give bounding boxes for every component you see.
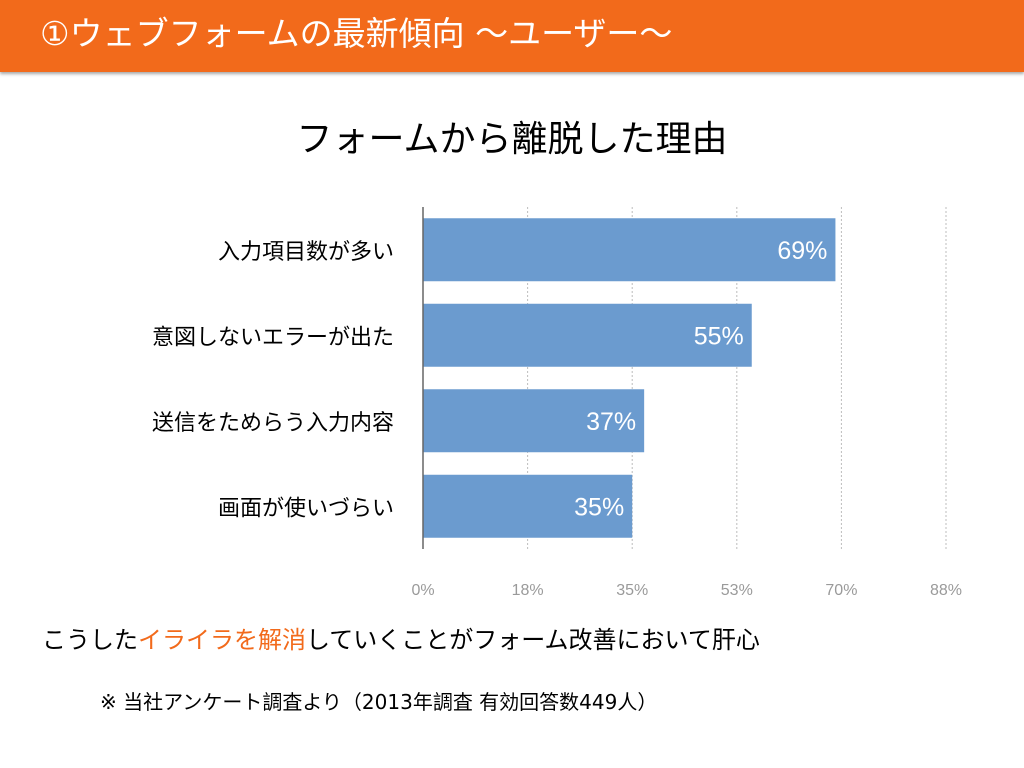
category-label: 意図しないエラーが出た xyxy=(152,325,394,350)
slide-title: ①ウェブフォームの最新傾向 ～ユーザー～ xyxy=(40,14,673,53)
data-label: 55% xyxy=(694,322,744,350)
x-tick-label: 70% xyxy=(825,582,857,599)
x-tick-label: 88% xyxy=(930,582,962,599)
data-label: 69% xyxy=(777,237,827,265)
bar xyxy=(423,474,633,538)
category-label: 画面が使いづらい xyxy=(218,496,394,521)
x-tick-label: 53% xyxy=(721,582,753,599)
footer-statement: こうしたイライラを解消していくことがフォーム改善において肝心 xyxy=(42,622,760,658)
x-tick-label: 18% xyxy=(512,582,544,599)
survey-note: ※ 当社アンケート調査より（2013年調査 有効回答数449人） xyxy=(100,690,658,714)
chart-title: フォームから離脱した理由 xyxy=(296,119,728,160)
header-bar: ①ウェブフォームの最新傾向 ～ユーザー～ xyxy=(0,0,1024,72)
data-label: 35% xyxy=(574,493,624,521)
x-tick-label: 35% xyxy=(616,582,648,599)
footer-lead: こうした xyxy=(42,626,138,654)
bar xyxy=(423,303,752,367)
data-label: 37% xyxy=(586,408,636,436)
x-tick-label: 0% xyxy=(411,582,434,599)
footer-tail: していくことがフォーム改善において肝心 xyxy=(306,626,760,654)
category-label: 入力項目数が多い xyxy=(218,240,394,265)
bar xyxy=(423,218,836,282)
bar xyxy=(423,389,645,453)
bar-chart: 69% 入力項目数が多い 55% 意図しないエラーが出た 37% 送信をためらう入力内容 3… xyxy=(152,207,962,599)
category-label: 送信をためらう入力内容 xyxy=(152,411,394,436)
footer-highlight: イライラを解消 xyxy=(138,626,306,654)
